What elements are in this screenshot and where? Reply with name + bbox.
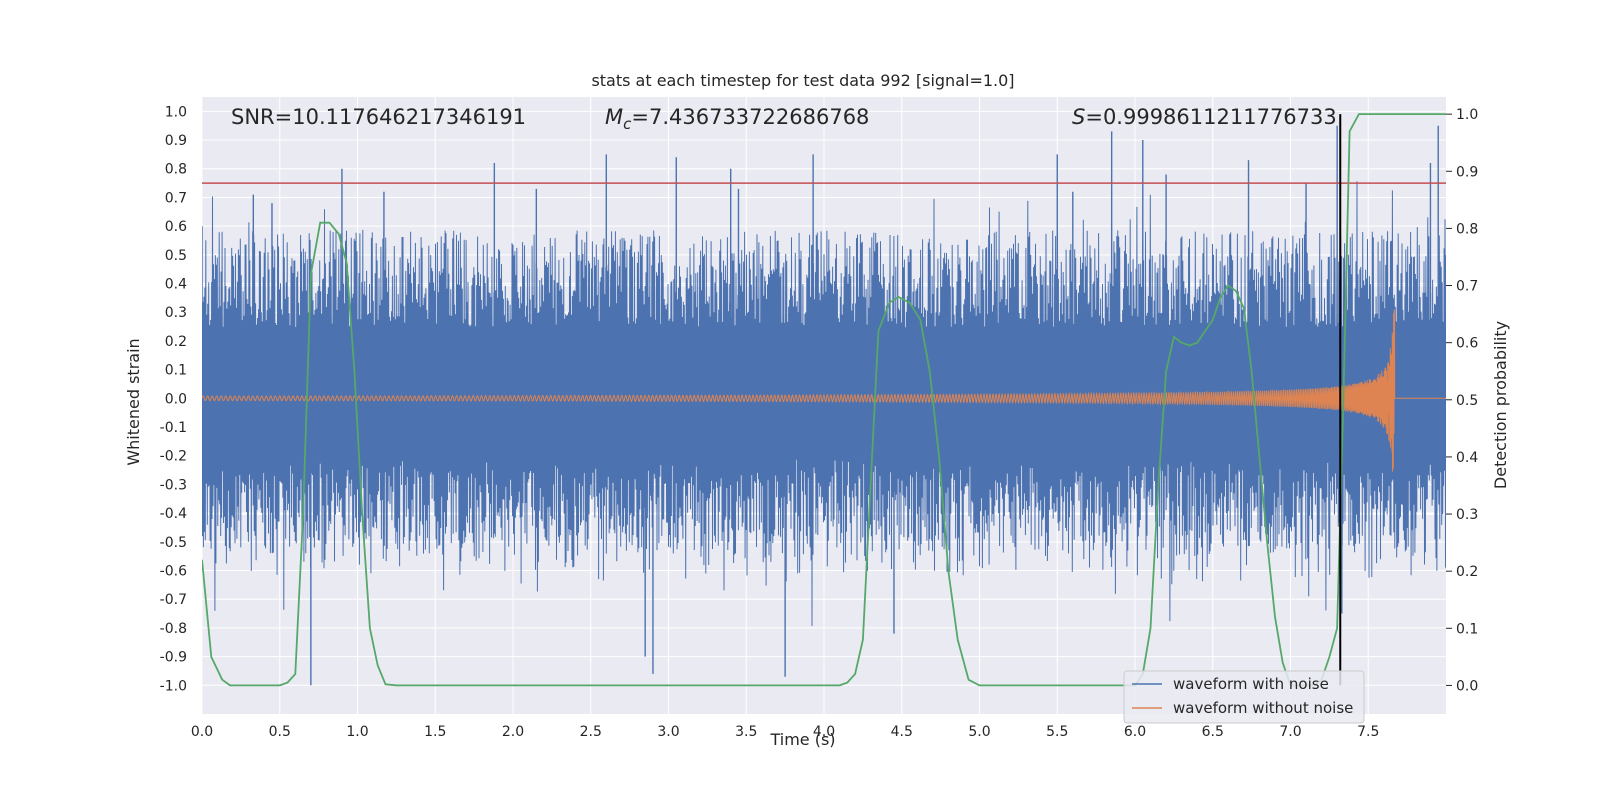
y-axis-label: Whitened strain xyxy=(124,338,143,465)
x-tick-label: 4.0 xyxy=(813,724,835,740)
right-y-tick-label: 0.2 xyxy=(1456,564,1478,580)
x-tick-label: 0.5 xyxy=(269,724,291,740)
y-tick-label: 0.8 xyxy=(165,162,187,178)
right-y-tick-label: 0.9 xyxy=(1456,164,1478,180)
right-y-tick-label: 1.0 xyxy=(1456,107,1478,123)
y-tick-label: 0.3 xyxy=(165,305,187,321)
x-axis-label: Time (s) xyxy=(769,730,835,749)
score-value: =0.9998611211776733 xyxy=(1085,105,1336,129)
legend-box xyxy=(1123,670,1365,724)
series-waveform-with-noise xyxy=(202,181,1446,627)
y-tick-label: -0.5 xyxy=(160,535,187,551)
x-tick-label: 5.0 xyxy=(968,724,990,740)
y-tick-label: -0.2 xyxy=(160,449,187,465)
right-y-tick-label: 0.1 xyxy=(1456,621,1478,637)
x-tick-label: 5.5 xyxy=(1046,724,1068,740)
x-tick-label: 4.5 xyxy=(891,724,913,740)
right-y-tick-label: 0.5 xyxy=(1456,393,1478,409)
right-y-axis-label: Detection probability xyxy=(1491,321,1510,489)
y-tick-label: -0.3 xyxy=(160,477,187,493)
right-y-tick-label: 0.7 xyxy=(1456,279,1478,295)
series-waveform-without-noise xyxy=(202,309,1446,472)
chart-title: stats at each timestep for test data 992… xyxy=(591,71,1014,90)
right-y-tick-label: 0.4 xyxy=(1456,450,1478,466)
x-tick-label: 0.0 xyxy=(191,724,213,740)
x-tick-label: 3.0 xyxy=(657,724,679,740)
right-y-tick-label: 0.0 xyxy=(1456,678,1478,694)
legend-label-noise: waveform with noise xyxy=(1173,675,1329,693)
score-annotation: S=0.9998611211776733 xyxy=(1072,105,1337,129)
chirp-mass-subscript: c xyxy=(623,115,632,133)
y-tick-label: -0.7 xyxy=(160,592,187,608)
y-tick-label: -0.1 xyxy=(160,420,187,436)
y-tick-label: -0.4 xyxy=(160,506,187,522)
y-tick-label: 0.1 xyxy=(165,363,187,379)
score-symbol: S xyxy=(1072,105,1085,129)
x-tick-label: 7.5 xyxy=(1357,724,1379,740)
x-tick-label: 1.5 xyxy=(424,724,446,740)
y-axis-ticks: 1.0 0.9 0.8 0.7 0.6 0.5 0.4 0.3 0.2 0.1 0.0 -0.1 -0.… xyxy=(160,104,187,694)
chirp-mass-annotation: Mc=7.436733722686768 xyxy=(605,105,869,133)
y-tick-label: 1.0 xyxy=(165,104,187,120)
chirp-mass-symbol: M xyxy=(605,105,623,129)
chirp-mass-value: =7.436733722686768 xyxy=(631,105,869,129)
x-tick-label: 7.0 xyxy=(1279,724,1301,740)
y-tick-label: 0.5 xyxy=(165,248,187,264)
y-tick-label: -1.0 xyxy=(160,678,187,694)
legend: waveform with noise waveform without noi… xyxy=(1123,670,1365,724)
snr-annotation: SNR=10.117646217346191 xyxy=(231,105,526,129)
x-tick-label: 3.5 xyxy=(735,724,757,740)
x-tick-label: 2.5 xyxy=(580,724,602,740)
y-tick-label: 0.2 xyxy=(165,334,187,350)
y-tick-label: 0.0 xyxy=(165,391,187,407)
y-tick-label: 0.4 xyxy=(165,277,187,293)
right-y-tick-label: 0.8 xyxy=(1456,221,1478,237)
y-tick-label: -0.6 xyxy=(160,564,187,580)
y-tick-label: -0.9 xyxy=(160,650,187,666)
right-y-axis-ticks: 1.0 0.9 0.8 0.7 0.6 0.5 0.4 0.3 0.2 0.1 0.0 xyxy=(1446,107,1478,694)
y-tick-label: 0.7 xyxy=(165,190,187,206)
y-tick-label: 0.9 xyxy=(165,133,187,149)
x-axis-ticks: 0.0 0.5 1.0 1.5 2.0 2.5 3.0 3.5 4.0 4.5 5.0 5.5 6.0 6… xyxy=(191,724,1380,740)
x-tick-label: 6.5 xyxy=(1202,724,1224,740)
noise-spikes xyxy=(202,125,1439,686)
y-tick-label: -0.8 xyxy=(160,621,187,637)
right-y-tick-label: 0.6 xyxy=(1456,336,1478,352)
legend-label-clean: waveform without noise xyxy=(1173,699,1353,717)
right-y-tick-label: 0.3 xyxy=(1456,507,1478,523)
x-tick-label: 1.0 xyxy=(346,724,368,740)
y-tick-label: 0.6 xyxy=(165,219,187,235)
x-tick-label: 2.0 xyxy=(502,724,524,740)
x-tick-label: 6.0 xyxy=(1124,724,1146,740)
